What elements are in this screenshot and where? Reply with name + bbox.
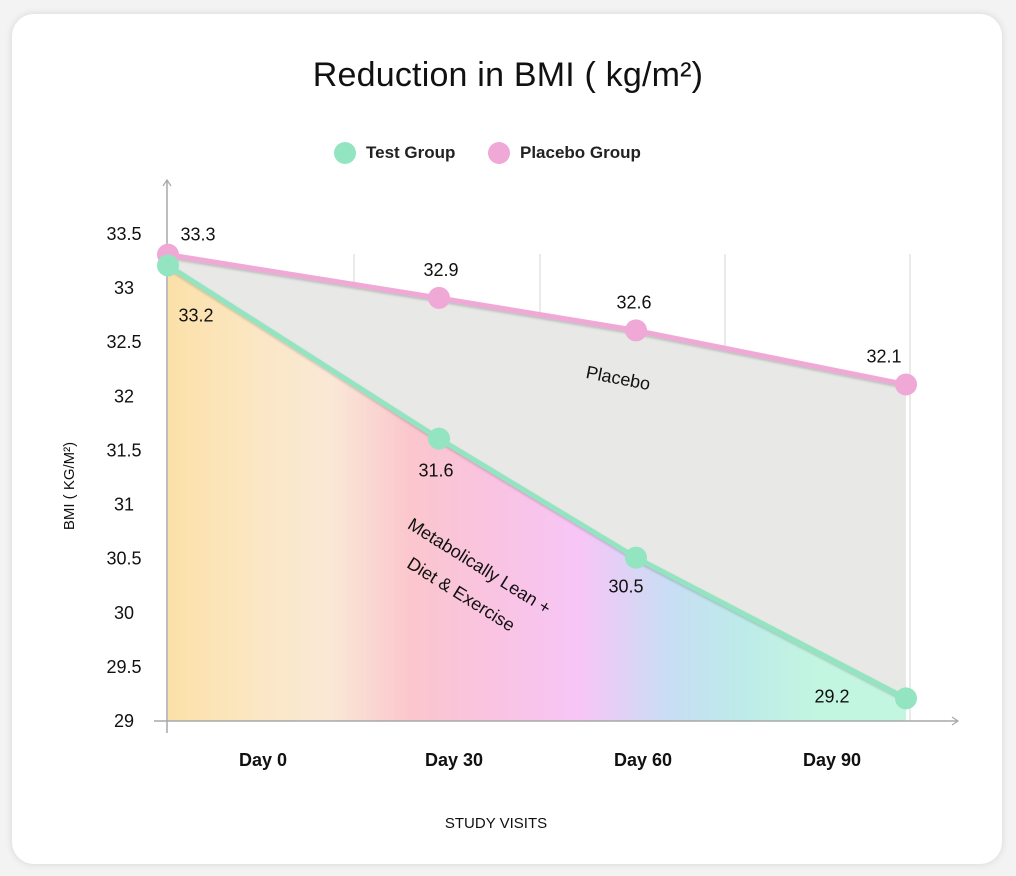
legend-item-placebo-group[interactable]: Placebo Group	[488, 142, 641, 164]
test-group-point[interactable]	[157, 254, 179, 277]
y-tick-label: 29	[114, 711, 134, 731]
legend-item-test-group[interactable]: Test Group	[334, 142, 455, 164]
y-tick-label: 30	[114, 603, 134, 623]
test-group-point[interactable]	[895, 687, 917, 710]
placebo-group-point[interactable]	[428, 286, 450, 309]
legend: Test Group Placebo Group	[0, 142, 1016, 168]
legend-label-test-group: Test Group	[366, 143, 456, 162]
legend-label-placebo-group: Placebo Group	[520, 143, 641, 162]
test-group-data-label: 33.2	[178, 305, 213, 325]
placebo-region-fill	[168, 254, 906, 699]
y-tick-label: 32.5	[106, 332, 141, 352]
x-tick-label: Day 60	[614, 750, 672, 770]
placebo-group-data-label: 32.6	[616, 292, 651, 312]
placebo-group-data-label: 33.3	[180, 225, 215, 245]
placebo-group-data-label: 32.1	[866, 347, 901, 367]
test-group-data-label: 29.2	[814, 686, 849, 706]
y-tick-label: 31	[114, 495, 134, 515]
x-axis-title: STUDY VISITS	[445, 815, 547, 832]
legend-swatch-placebo-group	[488, 142, 510, 164]
y-tick-label: 33	[114, 278, 134, 298]
y-axis-arrow-icon	[162, 178, 172, 187]
x-tick-label: Day 0	[239, 750, 287, 770]
test-region-fill	[168, 265, 906, 721]
y-tick-label: 31.5	[106, 440, 141, 460]
test-group-data-label: 30.5	[608, 577, 643, 597]
y-tick-label: 30.5	[106, 549, 141, 569]
y-axis-title: BMI ( KG/M²)	[61, 442, 78, 530]
placebo-group-point[interactable]	[895, 373, 917, 396]
chart-title: Reduction in BMI ( kg/m²)	[312, 56, 704, 94]
placebo-group-data-label: 32.9	[423, 260, 458, 280]
y-tick-label: 33.5	[106, 224, 141, 244]
y-tick-label: 29.5	[106, 657, 141, 677]
legend-swatch-test-group	[334, 142, 356, 164]
placebo-group-point[interactable]	[625, 319, 647, 342]
y-tick-label: 32	[114, 386, 134, 406]
x-tick-label: Day 90	[803, 750, 861, 770]
x-axis-arrow-icon	[951, 716, 960, 726]
x-tick-label: Day 30	[425, 750, 483, 770]
test-group-line	[166, 263, 908, 701]
test-group-data-label: 31.6	[418, 461, 453, 481]
test-group-point[interactable]	[428, 427, 450, 450]
placebo-group-line	[167, 252, 907, 387]
test-group-point[interactable]	[625, 546, 647, 569]
